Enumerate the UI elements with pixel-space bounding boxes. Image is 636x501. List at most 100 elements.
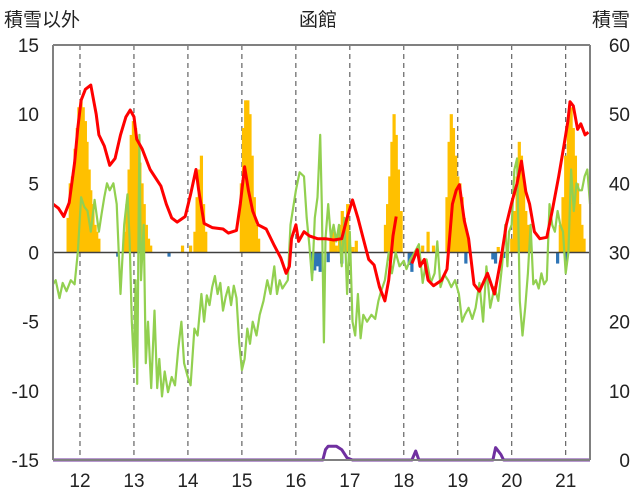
bar xyxy=(566,121,571,253)
bar xyxy=(519,155,524,253)
left-tick-label: -10 xyxy=(12,382,39,403)
bar xyxy=(144,224,148,253)
bar xyxy=(386,204,390,253)
bar xyxy=(351,246,355,253)
bar xyxy=(68,183,72,253)
bar xyxy=(180,245,185,253)
bar xyxy=(526,224,530,253)
bar xyxy=(421,245,425,253)
right-tick-label: 20 xyxy=(609,313,630,334)
series-line xyxy=(52,133,592,398)
right-tick-label: 40 xyxy=(609,174,630,195)
left-tick-label: 10 xyxy=(18,105,39,126)
bar xyxy=(254,224,259,253)
bar xyxy=(193,231,197,253)
bar xyxy=(464,252,468,264)
x-tick-label: 14 xyxy=(177,471,199,492)
bar xyxy=(136,141,140,253)
bar xyxy=(522,183,526,253)
series-line xyxy=(410,100,590,296)
bar xyxy=(460,197,464,253)
bar xyxy=(517,141,521,253)
bar xyxy=(197,169,201,253)
bar xyxy=(73,148,77,253)
bar xyxy=(77,107,81,253)
bar xyxy=(257,238,261,253)
left-axis-title: 積雪以外 xyxy=(4,9,80,31)
bar xyxy=(97,238,101,253)
bar xyxy=(204,231,208,253)
bar xyxy=(561,197,565,253)
bar xyxy=(81,107,85,253)
bar xyxy=(524,211,528,253)
bar xyxy=(313,252,317,271)
bar xyxy=(388,176,392,253)
bar xyxy=(189,245,193,253)
bar xyxy=(140,183,144,253)
bar xyxy=(329,238,333,253)
bar xyxy=(496,246,500,253)
bar xyxy=(564,155,568,253)
bar xyxy=(493,252,498,264)
right-axis-title: 積雪 xyxy=(592,9,630,31)
bar xyxy=(131,121,136,253)
bar xyxy=(93,224,97,253)
bar xyxy=(454,155,458,253)
bar xyxy=(239,183,243,253)
bar xyxy=(167,252,171,257)
series-line xyxy=(52,83,398,303)
bar xyxy=(248,114,252,253)
bar xyxy=(125,204,129,253)
left-tick-labels: 15 10 5 0 -5 -10 -15 xyxy=(12,36,39,472)
bar xyxy=(431,245,436,253)
bar xyxy=(491,252,495,260)
right-tick-label: 0 xyxy=(619,451,630,472)
bar xyxy=(195,197,199,253)
x-tick-labels: 12 13 14 15 16 17 18 19 20 21 xyxy=(69,471,576,492)
bar xyxy=(390,141,394,253)
bar xyxy=(85,141,89,253)
bar xyxy=(149,245,153,253)
bar xyxy=(201,204,206,253)
x-tick-label: 19 xyxy=(447,471,468,492)
bar xyxy=(66,217,70,253)
x-tick-label: 12 xyxy=(69,471,90,492)
chart-title: 函館 xyxy=(299,9,337,31)
bar xyxy=(354,240,358,253)
left-tick-label: 0 xyxy=(28,244,39,265)
bar xyxy=(512,211,517,253)
right-tick-labels: 60 50 40 30 20 10 0 xyxy=(609,36,630,472)
bar xyxy=(399,211,403,253)
bar xyxy=(426,231,430,253)
bar xyxy=(123,231,127,253)
x-tick-label: 16 xyxy=(285,471,306,492)
bar xyxy=(447,141,451,253)
bar xyxy=(79,100,83,253)
bar xyxy=(582,238,586,253)
bar xyxy=(83,121,87,253)
right-tick-label: 10 xyxy=(609,382,630,403)
bar xyxy=(75,128,79,253)
bar xyxy=(462,217,466,253)
bar xyxy=(451,128,456,253)
x-tick-label: 18 xyxy=(393,471,414,492)
bar xyxy=(346,204,350,253)
bar xyxy=(458,183,462,253)
bar xyxy=(383,224,388,253)
right-tick-label: 30 xyxy=(609,244,630,265)
right-tick-label: 50 xyxy=(609,105,630,126)
bar xyxy=(129,134,133,253)
bar xyxy=(95,231,99,253)
x-tick-label: 21 xyxy=(555,471,576,492)
bar xyxy=(392,114,396,253)
bar xyxy=(246,100,250,253)
bar xyxy=(133,128,138,253)
bar xyxy=(89,190,93,253)
left-tick-label: -5 xyxy=(22,313,39,334)
bar xyxy=(241,128,246,253)
x-tick-label: 15 xyxy=(231,471,252,492)
bar xyxy=(558,224,562,253)
bar xyxy=(326,252,330,263)
bar xyxy=(70,176,75,253)
